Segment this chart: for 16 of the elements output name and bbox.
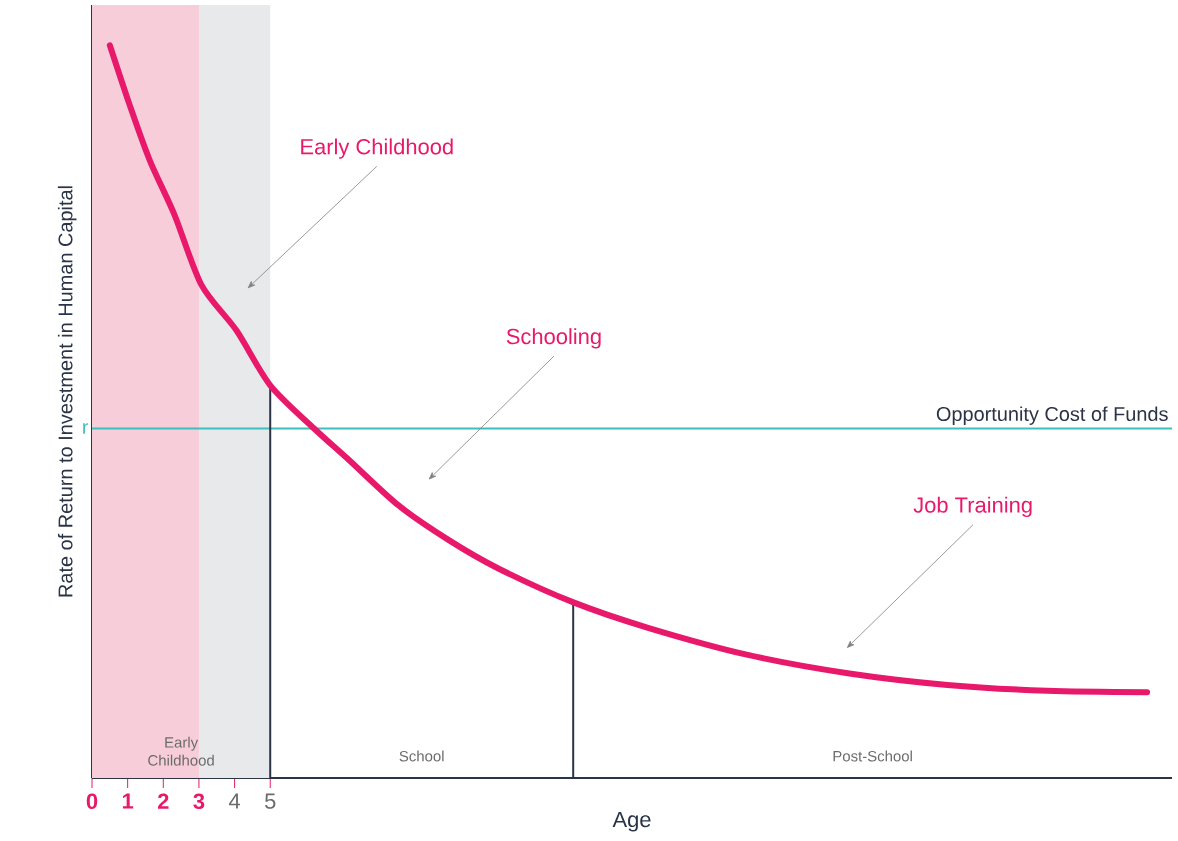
annotation: School bbox=[399, 750, 444, 762]
x-tick-label: 1 bbox=[122, 793, 134, 809]
annotation: Post-School bbox=[833, 750, 912, 762]
y-axis-title: Rate of Return to Investment in Human Capital bbox=[57, 186, 77, 597]
x-tick-label: 4 bbox=[228, 793, 241, 809]
x-tick-label: 0 bbox=[86, 793, 98, 810]
x-axis-title: Age bbox=[612, 811, 651, 832]
x-tick-label: 2 bbox=[157, 793, 169, 809]
annotation: r bbox=[83, 423, 89, 434]
band-label: Early Childhood bbox=[148, 736, 214, 766]
x-tick-label: 5 bbox=[265, 793, 276, 809]
annotation: Schooling bbox=[506, 328, 601, 349]
annotation: Job Training bbox=[913, 496, 1032, 518]
ref-line-label: Opportunity Cost of Funds bbox=[936, 406, 1168, 425]
x-tick-label: 3 bbox=[193, 793, 205, 810]
annotation: Early Childhood bbox=[301, 138, 453, 159]
